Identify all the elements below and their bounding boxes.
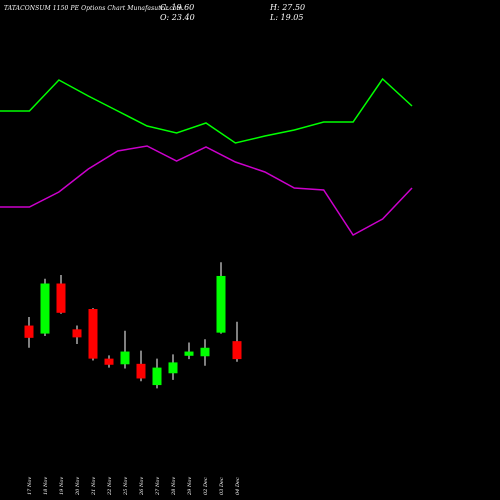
x-axis-label: 20 Nov [75,477,81,496]
x-axis-label: 04 Dec [235,477,241,495]
x-axis-label: 29 Nov [187,477,193,496]
x-axis-label: 27 Nov [155,477,161,496]
x-axis-label: 26 Nov [139,477,145,496]
candle [104,355,114,368]
candle-body [120,351,130,365]
candle [120,330,130,369]
candle-body [216,275,226,333]
candle-body [152,367,162,386]
candle [72,325,82,344]
candle-body [136,363,146,379]
lower-indicator-line [0,145,413,236]
candle-body [232,341,242,360]
candle [88,308,98,361]
candle-body [104,358,114,365]
open-value: O: 23.40 [160,13,195,22]
x-axis-label: 22 Nov [107,477,113,496]
candle [200,339,210,366]
candles [24,262,242,389]
candle-body [56,283,66,313]
x-axis-label: 17 Nov [27,477,33,495]
candle-body [184,351,194,356]
x-axis-label: 02 Dec [203,477,209,495]
x-axis-label: 19 Nov [59,477,65,495]
candle-body [200,347,210,357]
candle [24,317,34,348]
candle-body [40,283,50,334]
x-axis-label: 03 Dec [219,477,225,495]
upper-indicator-line [0,77,413,144]
candle [232,321,242,362]
x-axis-label: 18 Nov [43,477,49,495]
x-axis-label: 28 Nov [171,477,177,496]
candle [152,358,162,389]
close-value: C: 19.60 [160,3,195,12]
x-axis-label: 21 Nov [91,477,97,496]
candle-body [24,325,34,338]
chart-title: TATACONSUM 1150 PE Options Chart Munafas… [4,5,183,12]
candle [40,278,50,336]
candle [56,275,66,314]
x-axis-labels: 17 Nov 18 Nov 19 Nov 20 Nov 21 Nov 22 Nov 25 N… [27,477,241,496]
candle [184,342,194,360]
candle [168,354,178,380]
indicator-lines [0,77,413,236]
high-value: H: 27.50 [270,3,306,12]
candle-body [168,362,178,374]
candle-body [72,329,82,338]
candle [216,262,226,334]
candle-body [88,309,98,359]
low-value: L: 19.05 [270,13,304,22]
x-axis-label: 25 Nov [123,477,129,496]
candle [136,350,146,382]
